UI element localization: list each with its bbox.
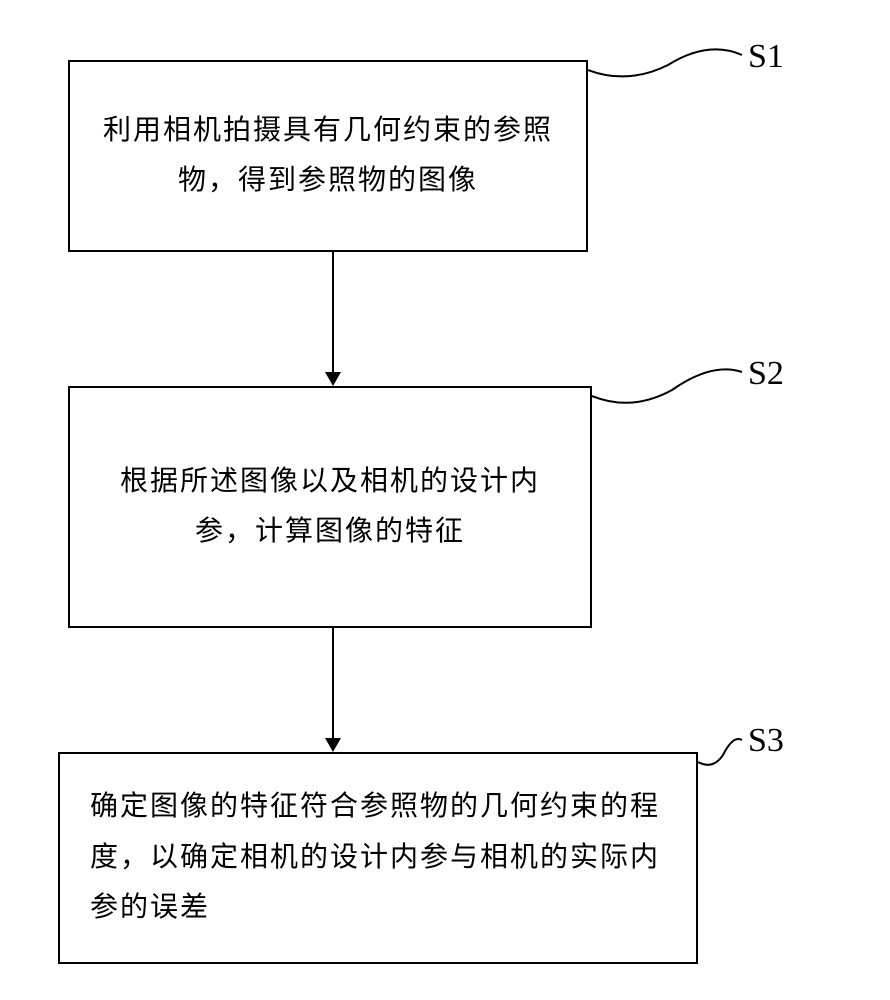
flowchart-node-s3: 确定图像的特征符合参照物的几何约束的程度，以确定相机的设计内参与相机的实际内参的… <box>58 752 698 964</box>
node-s2-text: 根据所述图像以及相机的设计内参，计算图像的特征 <box>100 457 560 558</box>
arrow-s2-s3 <box>325 628 341 752</box>
arrow-s1-s2 <box>325 252 341 386</box>
step-label-s1: S1 <box>748 38 784 76</box>
step-label-s3: S3 <box>748 722 784 760</box>
connector-curve-s2 <box>592 350 752 415</box>
node-s3-text: 确定图像的特征符合参照物的几何约束的程度，以确定相机的设计内参与相机的实际内参的… <box>90 782 666 933</box>
step-label-s2: S2 <box>748 355 784 393</box>
flowchart-node-s1: 利用相机拍摄具有几何约束的参照物，得到参照物的图像 <box>68 60 588 252</box>
node-s1-text: 利用相机拍摄具有几何约束的参照物，得到参照物的图像 <box>100 106 556 207</box>
connector-curve-s1 <box>588 30 748 90</box>
flowchart-container: 利用相机拍摄具有几何约束的参照物，得到参照物的图像 S1 根据所述图像以及相机的… <box>0 0 890 1000</box>
flowchart-node-s2: 根据所述图像以及相机的设计内参，计算图像的特征 <box>68 386 592 628</box>
